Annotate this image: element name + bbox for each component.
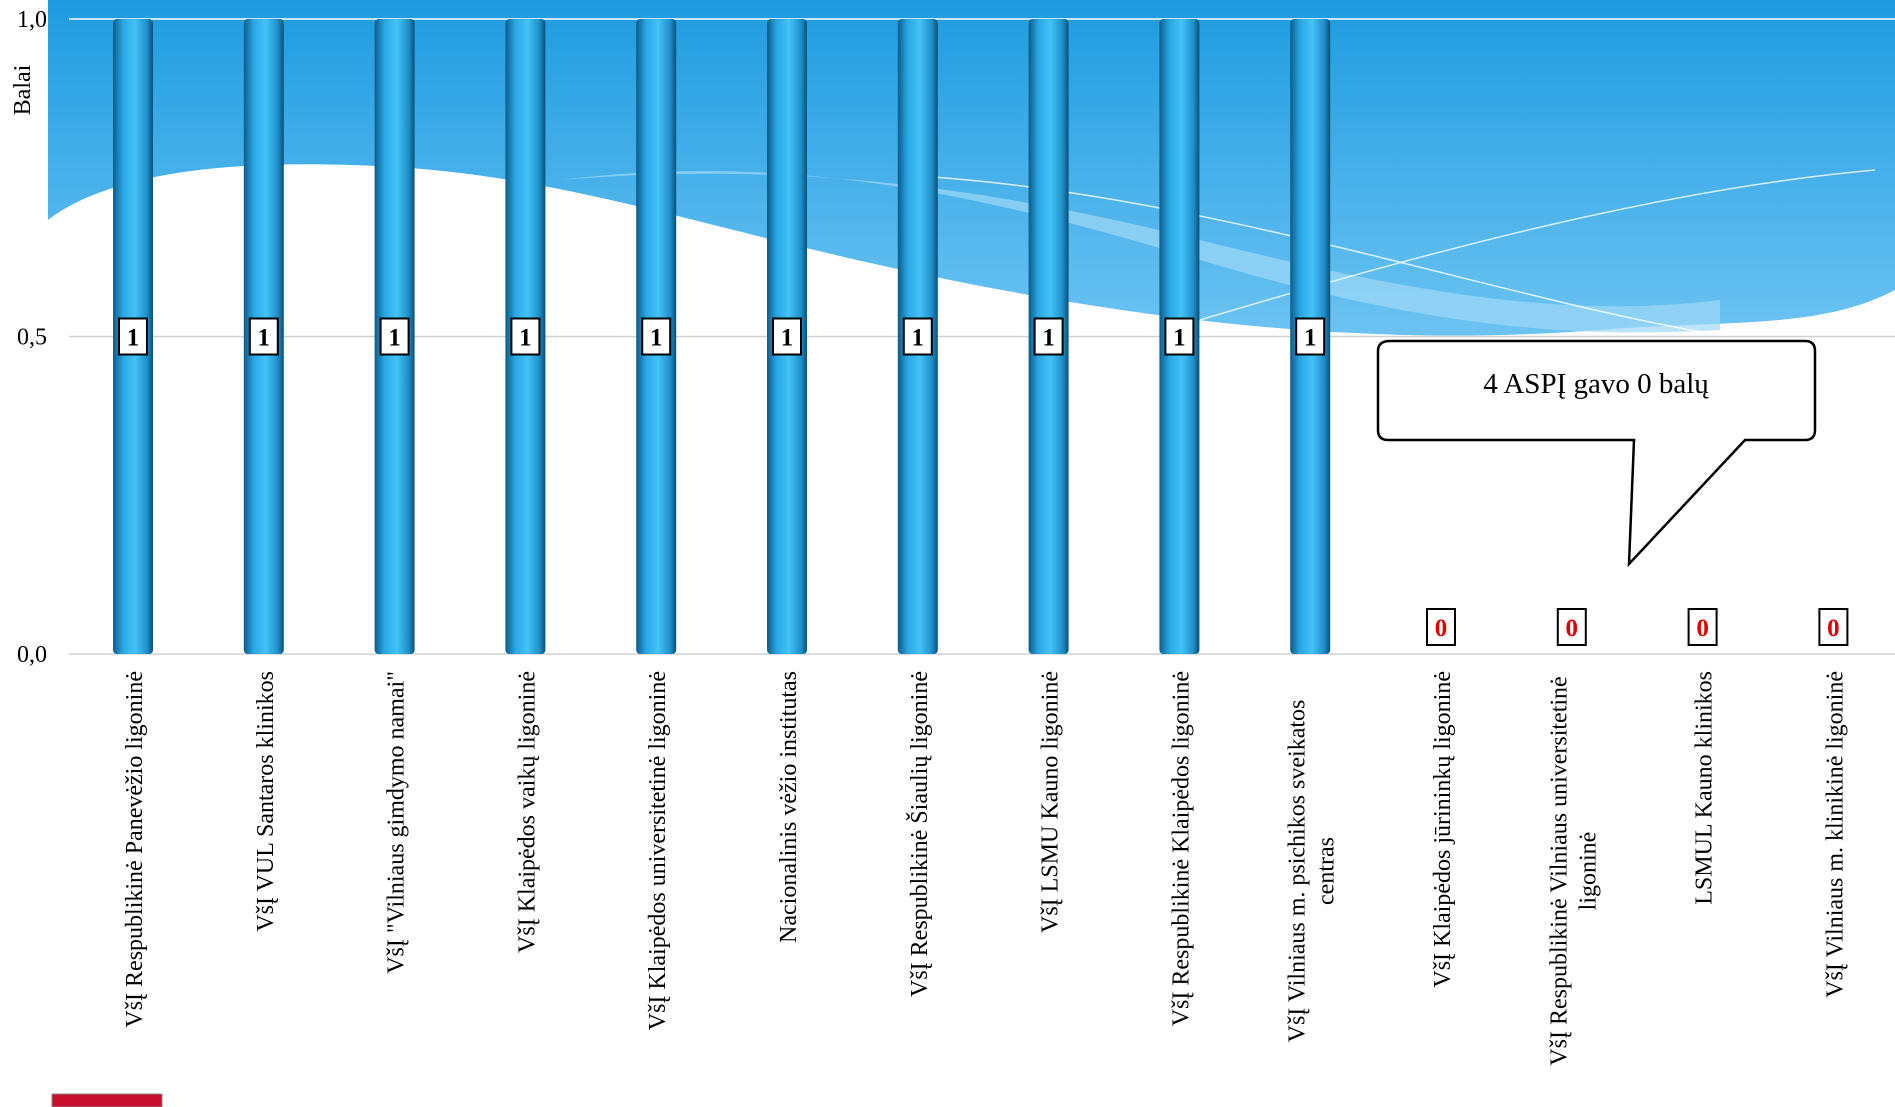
value-label: 0 — [1827, 615, 1840, 642]
x-tick-label: VšĮ "Vilniaus gimdymo namai" — [384, 671, 410, 974]
value-label-box — [379, 317, 410, 356]
value-label-box — [1426, 608, 1456, 646]
value-label: 1 — [258, 325, 271, 352]
value-label-box — [772, 317, 802, 356]
value-label: 1 — [1173, 325, 1186, 352]
value-label-box — [1818, 608, 1849, 646]
y-tick-label: 1,0 — [17, 7, 47, 33]
value-label: 0 — [1435, 615, 1448, 642]
value-label-box — [1556, 608, 1587, 646]
value-label-box — [1687, 608, 1718, 646]
x-tick-label: VšĮ Respublikinė Vilniaus universitetinė… — [1546, 676, 1601, 1065]
value-label-box — [118, 317, 148, 356]
x-tick-label: Nacionalinis vėžio institutas — [776, 671, 802, 943]
value-label-box — [1164, 317, 1195, 356]
x-tick-label: VšĮ Vilniaus m. klinikinė ligoninė — [1822, 671, 1848, 998]
x-tick-label: VšĮ Respublikinė Klaipėdos ligoninė — [1168, 671, 1194, 1026]
annotation-text: 4 ASPĮ gavo 0 balų — [1483, 368, 1709, 400]
x-tick-label: LSMUL Kauno klinikos — [1692, 671, 1718, 905]
value-label: 1 — [650, 325, 663, 352]
value-label-box — [510, 317, 541, 356]
value-label: 0 — [1696, 615, 1709, 642]
x-tick-label: VšĮ Klaipėdos vaikų ligoninė — [514, 671, 540, 953]
value-label: 1 — [127, 325, 140, 352]
value-label: 1 — [781, 325, 794, 352]
value-label: 1 — [388, 325, 401, 352]
x-tick-label: VšĮ Vilniaus m. psichikos sveikatos centr… — [1285, 700, 1340, 1043]
value-label: 1 — [519, 325, 532, 352]
value-label-box — [1033, 317, 1064, 356]
value-label: 1 — [1304, 325, 1317, 352]
value-label: 1 — [912, 325, 925, 352]
annotation: 4 ASPĮ gavo 0 balų — [1376, 339, 1817, 568]
value-label: 0 — [1566, 615, 1579, 642]
x-tick-label: VšĮ Respublikinė Šiaulių ligoninė — [906, 671, 933, 997]
y-tick-label: 0,5 — [17, 325, 47, 351]
x-tick-label: VšĮ LSMU Kauno ligoninė — [1038, 671, 1064, 933]
value-label-box — [641, 317, 672, 356]
x-tick-label: VšĮ Klaipėdos jūrininkų ligoninė — [1430, 671, 1456, 988]
value-label-box — [902, 317, 933, 356]
x-tick-label: VšĮ VUL Santaros klinikos — [253, 671, 279, 932]
x-tick-label: VšĮ Respublikinė Panevėžio ligoninė — [122, 671, 148, 1028]
x-tick-label: VšĮ Klaipėdos universitetinė ligoninė — [645, 671, 671, 1030]
y-tick-label: 0,0 — [17, 642, 47, 668]
background-decoration — [48, 0, 1895, 336]
y-axis-label: Balai — [10, 64, 36, 115]
value-label-box — [1295, 317, 1326, 356]
value-label: 1 — [1042, 325, 1055, 352]
logo — [51, 1093, 163, 1107]
value-label-box — [248, 317, 279, 356]
